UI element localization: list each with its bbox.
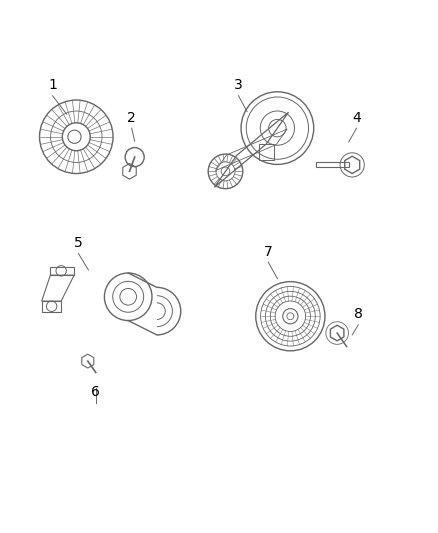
Text: 8: 8 [354,308,363,321]
Text: 7: 7 [264,245,273,259]
Text: 4: 4 [352,111,361,125]
Text: 6: 6 [91,385,100,399]
Bar [259,144,274,160]
Circle shape [287,313,294,320]
Text: 2: 2 [127,111,136,125]
Text: 3: 3 [234,78,243,92]
Text: 5: 5 [74,236,83,250]
Text: 1: 1 [48,78,57,92]
Bar [316,162,349,167]
